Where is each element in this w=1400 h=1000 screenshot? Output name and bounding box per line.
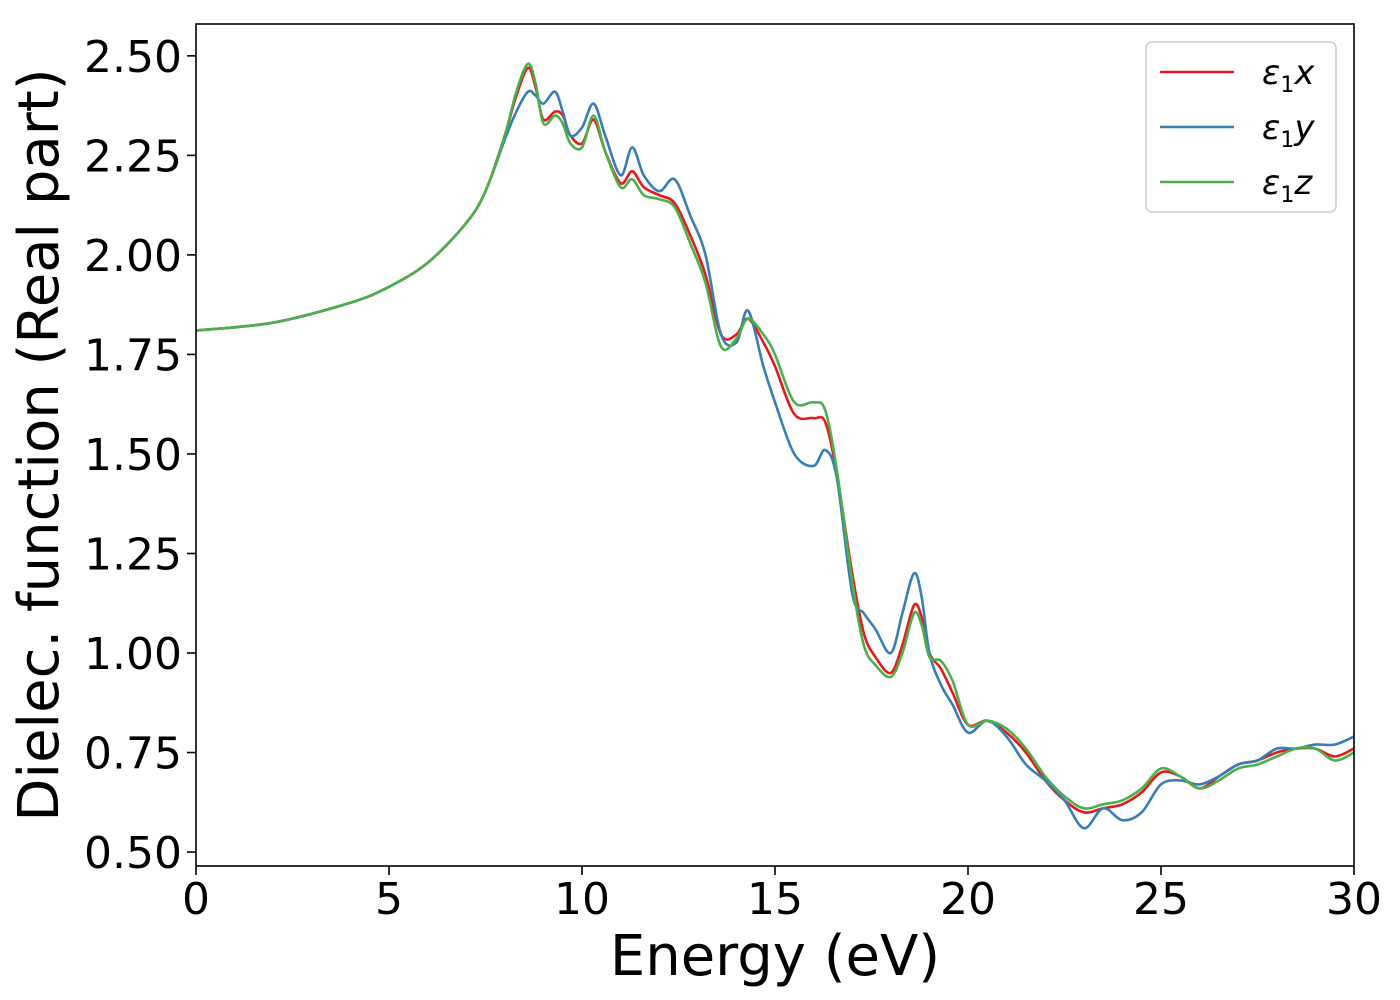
y-tick-label: 2.50 [84, 32, 182, 83]
x-tick-label: 10 [554, 874, 610, 925]
legend-box [1145, 41, 1337, 213]
x-tick-label: 5 [375, 874, 403, 925]
y-axis-label: Dielec. function (Real part) [7, 68, 72, 821]
legend: ε1x ε1y ε1z [1145, 41, 1337, 213]
series-line-z [195, 62, 1355, 810]
y-tick-label: 0.75 [84, 729, 182, 780]
legend-label-y: ε1y [1262, 108, 1315, 153]
x-tick-label: 15 [747, 874, 803, 925]
y-tick-label: 1.75 [84, 330, 182, 381]
x-tick-label: 20 [940, 874, 996, 925]
y-tick-label: 1.00 [84, 629, 182, 680]
y-tick-label: 2.25 [84, 131, 182, 182]
x-tick-label: 30 [1326, 874, 1382, 925]
y-tick-label: 2.00 [84, 231, 182, 282]
series-layer [195, 62, 1355, 830]
y-tick-label: 1.25 [84, 529, 182, 580]
y-tick-label: 0.50 [84, 828, 182, 879]
legend-label-x: ε1x [1262, 53, 1315, 98]
x-tick-label: 25 [1133, 874, 1189, 925]
y-axis: 0.50 0.75 1.00 1.25 1.50 1.75 2.00 2.25 2.50 [84, 32, 196, 879]
y-tick-label: 1.50 [84, 430, 182, 481]
legend-label-z: ε1z [1262, 163, 1313, 208]
x-tick-label: 0 [182, 874, 210, 925]
x-axis-label: Energy (eV) [610, 924, 940, 989]
x-axis: 0 5 10 15 20 25 30 [182, 866, 1382, 925]
